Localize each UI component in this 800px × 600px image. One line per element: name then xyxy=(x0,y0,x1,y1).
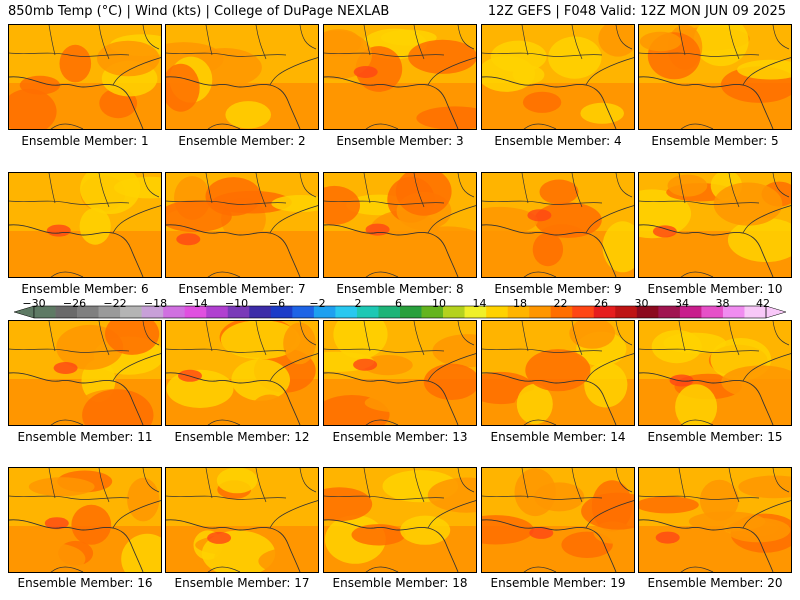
colorbar-tick-label: 38 xyxy=(715,297,730,310)
ensemble-member-map xyxy=(481,467,635,573)
colorbar-segment xyxy=(356,306,379,318)
colorbar-segment xyxy=(292,306,315,318)
colorbar-segment xyxy=(658,306,681,318)
colorbar-tick-label: 14 xyxy=(472,297,487,310)
colorbar-tick-label: −2 xyxy=(309,297,326,310)
colorbar-segment xyxy=(443,306,465,318)
ensemble-member-label: Ensemble Member: 1 xyxy=(21,134,149,148)
colorbar-segment xyxy=(313,306,336,318)
colorbar-outline xyxy=(33,305,767,319)
ensemble-member-label: Ensemble Member: 14 xyxy=(490,430,626,444)
colorbar-segment xyxy=(507,306,530,318)
colorbar-segment xyxy=(249,306,272,318)
ensemble-member-label: Ensemble Member: 19 xyxy=(490,576,626,590)
colorbar-segment xyxy=(744,306,767,318)
ensemble-member-map xyxy=(165,467,319,573)
colorbar-tick-label: 42 xyxy=(756,297,770,310)
colorbar-segment xyxy=(550,306,573,318)
colorbar-tick-label: 10 xyxy=(432,297,446,310)
ensemble-member-map xyxy=(638,24,792,130)
ensemble-member-map xyxy=(638,467,792,573)
colorbar-segment xyxy=(34,306,56,318)
colorbar-segment xyxy=(701,306,724,318)
ensemble-member-label: Ensemble Member: 7 xyxy=(178,282,306,296)
ensemble-member-label: Ensemble Member: 20 xyxy=(647,576,783,590)
colorbar-segment xyxy=(120,306,142,318)
colorbar-tick-label: −30 xyxy=(22,297,46,310)
ensemble-member-label: Ensemble Member: 3 xyxy=(336,134,464,148)
colorbar-tick-label: −10 xyxy=(224,297,249,310)
ensemble-member-label: Ensemble Member: 11 xyxy=(17,430,153,444)
ensemble-member-map xyxy=(323,467,477,573)
colorbar-segment xyxy=(270,306,293,318)
colorbar-segment xyxy=(141,306,164,318)
ensemble-member-map xyxy=(638,172,792,278)
colorbar-tick-label: 34 xyxy=(675,297,689,310)
ensemble-member-label: Ensemble Member: 6 xyxy=(21,282,149,296)
ensemble-member-label: Ensemble Member: 9 xyxy=(494,282,622,296)
ensemble-member-label: Ensemble Member: 10 xyxy=(647,282,783,296)
ensemble-member-map xyxy=(8,320,162,426)
ensemble-member-label: Ensemble Member: 16 xyxy=(17,576,153,590)
colorbar-tick-label: 18 xyxy=(513,297,527,310)
chart-title: 850mb Temp (°C) | Wind (kts) | College o… xyxy=(8,4,390,19)
colorbar-tick-label: −14 xyxy=(184,297,208,310)
ensemble-member-label: Ensemble Member: 5 xyxy=(651,134,779,148)
ensemble-member-label: Ensemble Member: 13 xyxy=(332,430,468,444)
ensemble-member-map xyxy=(323,320,477,426)
colorbar-tick-label: −26 xyxy=(62,297,87,310)
colorbar-segment xyxy=(529,306,552,318)
colorbar-segment xyxy=(55,306,78,318)
ensemble-member-map xyxy=(481,320,635,426)
temperature-colorbar xyxy=(14,305,786,319)
colorbar-segment xyxy=(486,306,508,318)
ensemble-member-map xyxy=(165,24,319,130)
ensemble-member-map xyxy=(638,320,792,426)
ensemble-member-map xyxy=(481,24,635,130)
colorbar-tick-label: 6 xyxy=(395,297,402,310)
colorbar-tick-label: −6 xyxy=(268,297,286,310)
colorbar-segment xyxy=(421,306,444,318)
colorbar-segment xyxy=(464,306,487,318)
colorbar-segment xyxy=(227,306,250,318)
ensemble-member-map xyxy=(323,172,477,278)
colorbar-segment xyxy=(722,306,745,318)
colorbar-tick-label: 26 xyxy=(594,297,608,310)
ensemble-member-label: Ensemble Member: 4 xyxy=(494,134,622,148)
colorbar-segment xyxy=(636,306,659,318)
colorbar-tick-label: 2 xyxy=(354,297,362,310)
ensemble-member-label: Ensemble Member: 2 xyxy=(178,134,306,148)
colorbar-segment xyxy=(206,306,229,318)
colorbar-segment xyxy=(593,306,616,318)
colorbar-tick-label: −18 xyxy=(143,297,168,310)
colorbar-segment xyxy=(615,306,638,318)
colorbar-segment xyxy=(572,306,595,318)
ensemble-member-label: Ensemble Member: 17 xyxy=(174,576,310,590)
colorbar-segment xyxy=(378,306,401,318)
ensemble-member-map xyxy=(8,24,162,130)
ensemble-member-label: Ensemble Member: 18 xyxy=(332,576,468,590)
ensemble-member-label: Ensemble Member: 8 xyxy=(336,282,464,296)
ensemble-member-label: Ensemble Member: 15 xyxy=(647,430,783,444)
ensemble-member-map xyxy=(8,467,162,573)
colorbar-segment xyxy=(400,306,422,318)
ensemble-member-map xyxy=(8,172,162,278)
colorbar-segment xyxy=(335,306,358,318)
colorbar-segment xyxy=(679,306,702,318)
colorbar-tick-label: −22 xyxy=(103,297,127,310)
ensemble-member-map xyxy=(165,172,319,278)
colorbar-segment xyxy=(77,306,99,318)
colorbar-tick-label: 30 xyxy=(634,297,649,310)
ensemble-member-map xyxy=(481,172,635,278)
colorbar-segment xyxy=(163,306,186,318)
model-run-info: 12Z GEFS | F048 Valid: 12Z MON JUN 09 20… xyxy=(487,4,786,19)
colorbar-segment xyxy=(98,306,121,318)
colorbar-segment xyxy=(184,306,207,318)
ensemble-member-map xyxy=(165,320,319,426)
ensemble-member-map xyxy=(323,24,477,130)
ensemble-member-label: Ensemble Member: 12 xyxy=(174,430,310,444)
colorbar-tick-label: 22 xyxy=(553,297,568,310)
